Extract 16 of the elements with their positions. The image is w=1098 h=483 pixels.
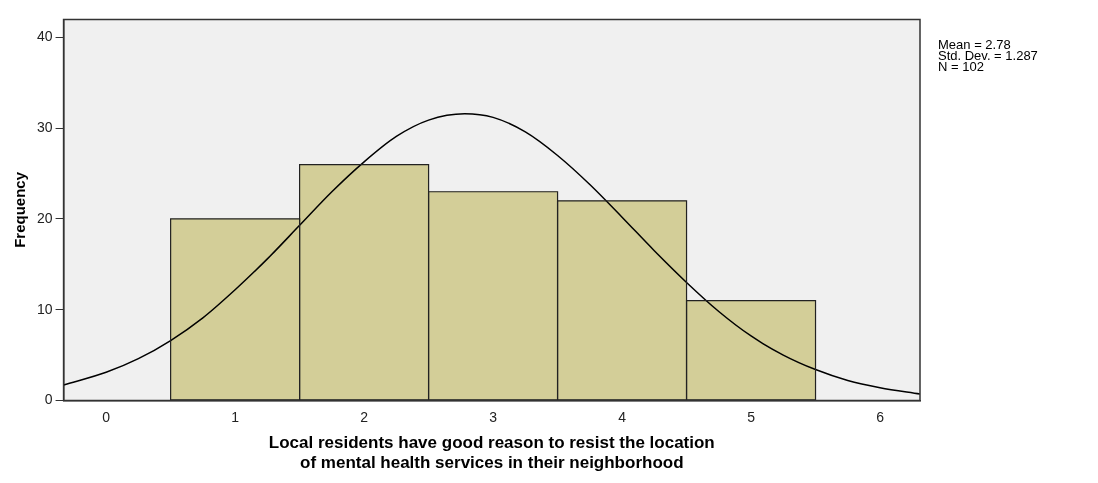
y-axis-title: Frequency [11,171,29,248]
x-tick-label: 4 [618,408,627,425]
line-series [63,112,920,395]
x-axis-title: Local residents have good reason to resist the location of mental health services in their neighborhood [268,433,715,473]
y-tick-label: 40 [36,28,53,45]
x-tick-label: 3 [489,408,498,425]
y-tick-label: 30 [36,119,53,136]
y-tick-label: 20 [36,209,53,226]
x-tick-label: 0 [102,408,111,425]
text: N = 102 [938,59,984,75]
x-tick-label: 1 [231,408,240,425]
x-tick-label: 2 [360,408,369,425]
y-tick-label: 0 [44,391,53,408]
y-tick-label: 10 [36,300,53,317]
x-tick-label: 6 [876,408,885,425]
x-tick-label: 5 [747,408,756,425]
